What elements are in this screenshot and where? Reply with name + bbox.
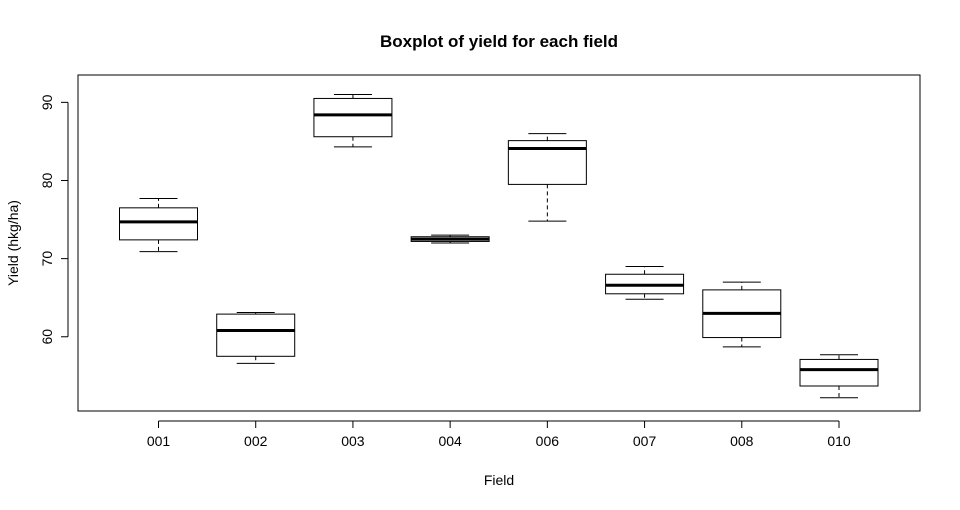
chart-title: Boxplot of yield for each field [380,32,618,51]
boxes [119,94,879,399]
box-008 [702,281,782,348]
x-tick-label: 003 [341,433,365,449]
x-tick-label: 004 [438,433,462,449]
x-axis: 001 002 003 004 006 007 008 010 [147,420,851,449]
box-004 [410,234,490,244]
y-axis: 60 70 80 90 [39,94,69,345]
y-tick-label: 60 [39,329,55,345]
x-tick-label: 001 [147,433,171,449]
y-axis-title: Yield (hkg/ha) [5,200,21,286]
iqr-box [313,97,393,138]
plot-frame [77,74,921,412]
y-tick-label: 70 [39,251,55,267]
x-tick-label: 006 [536,433,560,449]
box-010 [799,354,879,399]
y-tick-label: 90 [39,94,55,110]
box-003 [313,94,393,148]
box-002 [216,312,296,364]
x-axis-title: Field [484,472,514,488]
box-007 [605,265,685,300]
iqr-box [799,358,879,387]
iqr-box [216,313,296,357]
x-tick-label: 002 [244,433,268,449]
box-006 [507,133,587,222]
iqr-box [119,207,198,241]
x-tick-label: 010 [827,433,851,449]
y-tick-label: 80 [39,172,55,188]
x-tick-label: 008 [730,433,754,449]
x-tick-label: 007 [633,433,657,449]
box-001 [119,197,198,253]
